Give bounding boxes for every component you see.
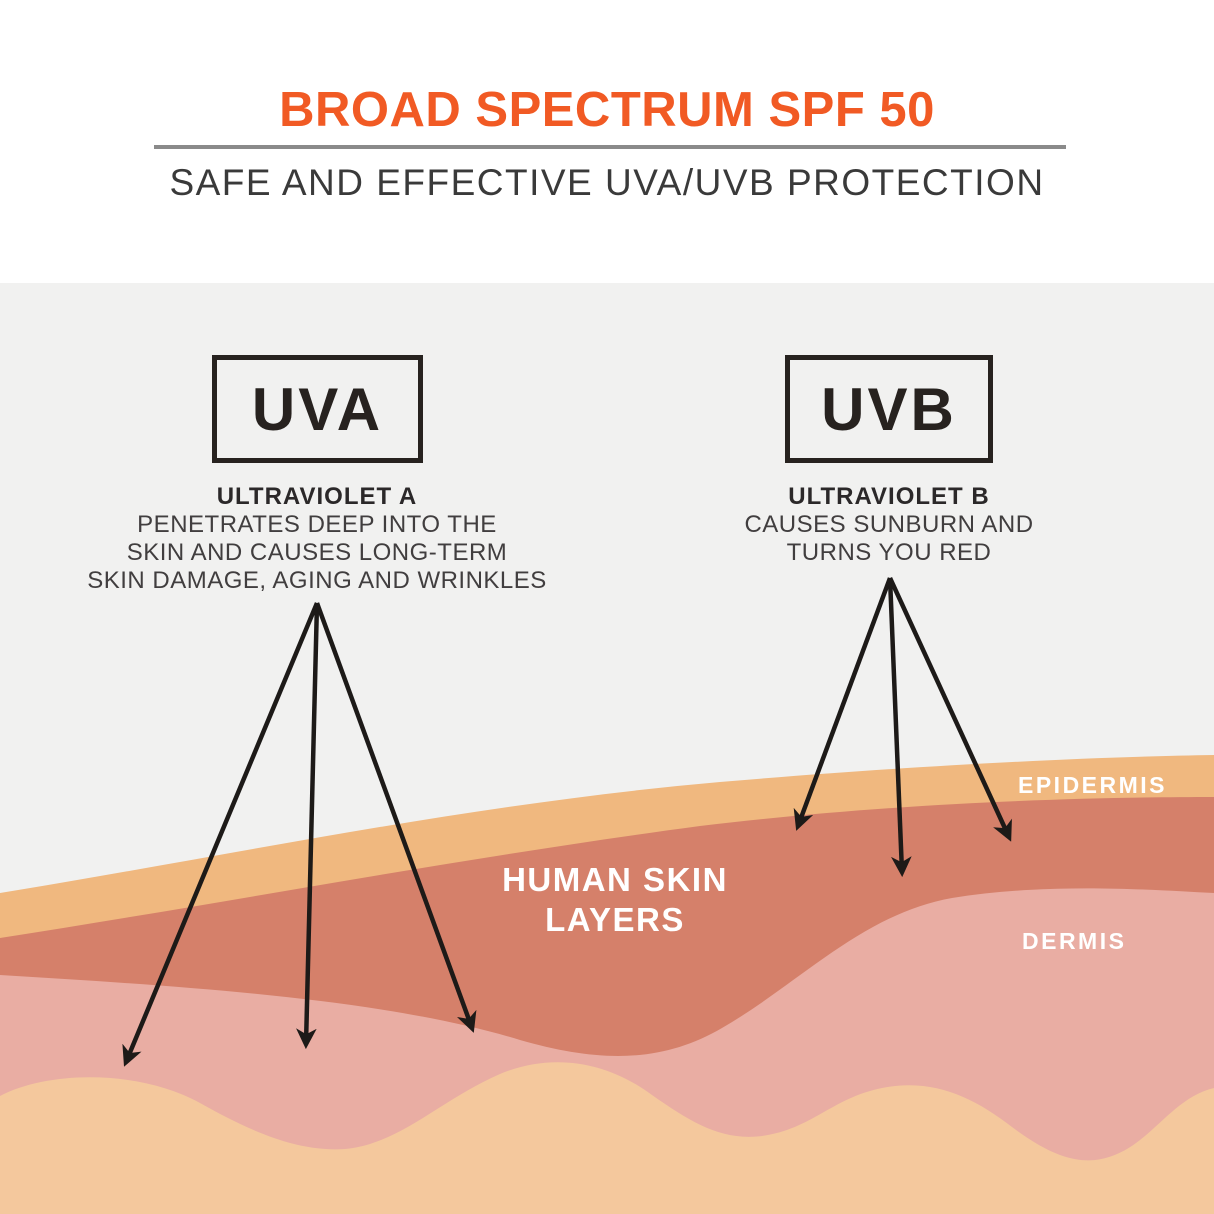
uvb-heading: ULTRAVIOLET B	[788, 483, 990, 510]
uvb-box: UVB	[785, 355, 993, 463]
uva-ray-arrow-middle	[296, 602, 320, 1050]
uva-box: UVA	[212, 355, 423, 463]
human-skin-layers-label-line: HUMAN SKIN	[502, 861, 728, 898]
uvb-box-label: UVB	[821, 375, 957, 443]
uva-heading: ULTRAVIOLET A	[216, 483, 418, 510]
title-divider-rule	[154, 145, 1066, 149]
uva-description-line: PENETRATES DEEP INTO THE	[137, 511, 497, 538]
uvb-ray-arrow-right	[887, 577, 1012, 842]
human-skin-layers-label-line: LAYERS	[545, 901, 685, 938]
uva-rays-arrows	[122, 602, 477, 1067]
uvb-description: CAUSES SUNBURN AND TURNS YOU RED	[664, 511, 1114, 567]
uva-description-line: SKIN AND CAUSES LONG-TERM	[126, 539, 508, 566]
uvb-description-line: TURNS YOU RED	[786, 539, 992, 566]
dermis-label: DERMIS	[1022, 928, 1127, 954]
uva-box-label: UVA	[251, 375, 384, 443]
uva-ray-arrow-left	[122, 602, 320, 1067]
human-skin-layers-label: HUMAN SKIN LAYERS	[440, 860, 790, 940]
uvb-ray-arrow-middle	[887, 577, 912, 878]
uvb-rays-arrows	[793, 577, 1012, 878]
page-subtitle: SAFE AND EFFECTIVE UVA/UVB PROTECTION	[169, 162, 1045, 203]
uva-description: PENETRATES DEEP INTO THE SKIN AND CAUSES…	[62, 511, 572, 595]
subcutis-layer-shape	[0, 1062, 1214, 1214]
uva-description-line: SKIN DAMAGE, AGING AND WRINKLES	[87, 567, 547, 594]
uvb-description-line: CAUSES SUNBURN AND	[744, 511, 1034, 538]
uvb-ray-arrow-left	[793, 577, 893, 831]
page-title: BROAD SPECTRUM SPF 50	[279, 83, 935, 137]
epidermis-label: EPIDERMIS	[1018, 772, 1168, 798]
uva-ray-arrow-right	[314, 602, 477, 1033]
